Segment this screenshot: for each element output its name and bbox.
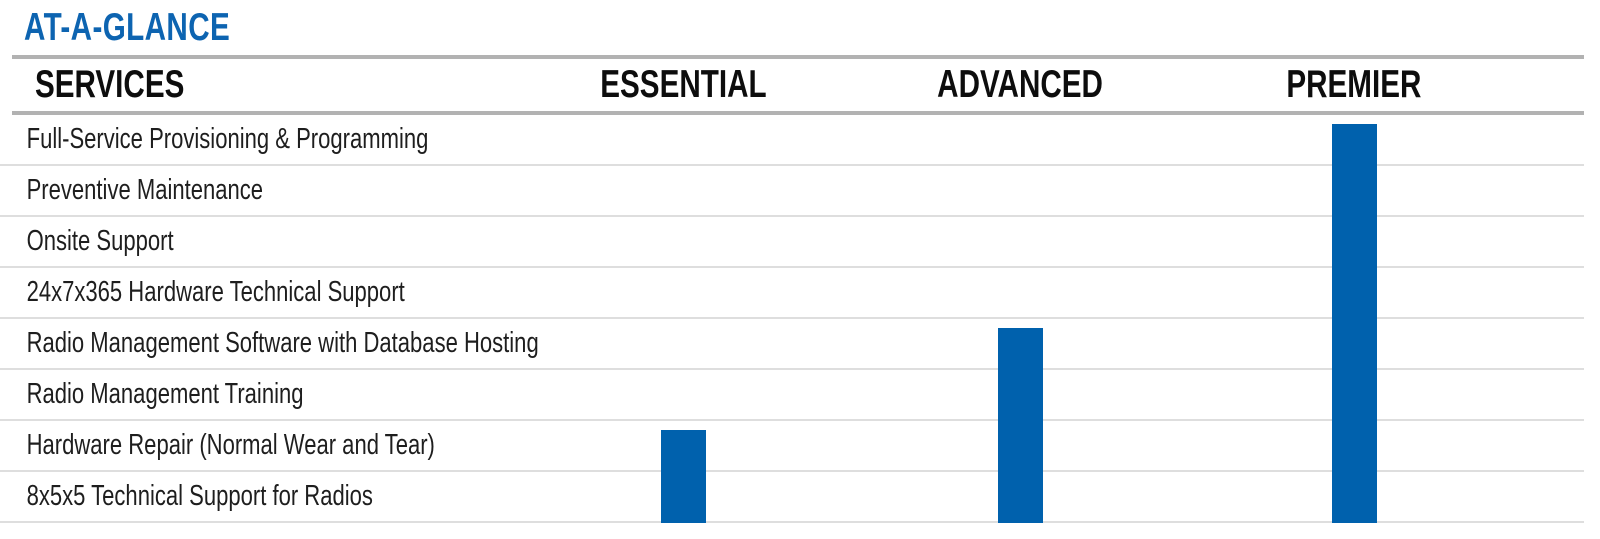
table-row: Radio Management Software with Database … xyxy=(0,319,1584,370)
table-row: Radio Management Training xyxy=(0,370,1584,421)
table-row: Onsite Support xyxy=(0,217,1584,268)
service-label: 8x5x5 Technical Support for Radios xyxy=(26,480,373,512)
premier-header-label: PREMIER xyxy=(1286,63,1422,106)
column-header-services: SERVICES xyxy=(35,65,232,105)
page-title-text: AT-A-GLANCE xyxy=(24,6,231,49)
column-header-essential: ESSENTIAL xyxy=(483,65,883,105)
service-label: Hardware Repair (Normal Wear and Tear) xyxy=(26,429,435,461)
essential-header-label: ESSENTIAL xyxy=(599,63,767,106)
premier-coverage-bar xyxy=(1331,124,1377,523)
service-label: Onsite Support xyxy=(26,225,174,257)
services-header-label: SERVICES xyxy=(35,63,185,106)
advanced-header-label: ADVANCED xyxy=(937,63,1103,106)
services-table-body: Full-Service Provisioning & Programming P… xyxy=(0,115,1584,523)
service-label: Radio Management Software with Database … xyxy=(26,327,539,359)
table-header-row: SERVICES ESSENTIAL ADVANCED PREMIER xyxy=(0,59,1600,111)
column-header-advanced: ADVANCED xyxy=(820,65,1220,105)
service-label: Full-Service Provisioning & Programming xyxy=(26,123,429,155)
page-title: AT-A-GLANCE xyxy=(24,8,295,47)
table-row: Full-Service Provisioning & Programming xyxy=(0,115,1584,166)
service-label: Preventive Maintenance xyxy=(26,174,264,206)
table-row: 8x5x5 Technical Support for Radios xyxy=(0,472,1584,523)
service-label: Radio Management Training xyxy=(26,378,304,410)
divider-header-rule xyxy=(12,111,1584,115)
advanced-coverage-bar xyxy=(997,328,1043,523)
table-row: 24x7x365 Hardware Technical Support xyxy=(0,268,1584,319)
column-header-premier: PREMIER xyxy=(1154,65,1554,105)
service-label: 24x7x365 Hardware Technical Support xyxy=(26,276,405,308)
table-row: Preventive Maintenance xyxy=(0,166,1584,217)
divider-top-rule xyxy=(12,55,1584,59)
essential-coverage-bar xyxy=(660,430,706,523)
table-row: Hardware Repair (Normal Wear and Tear) xyxy=(0,421,1584,472)
